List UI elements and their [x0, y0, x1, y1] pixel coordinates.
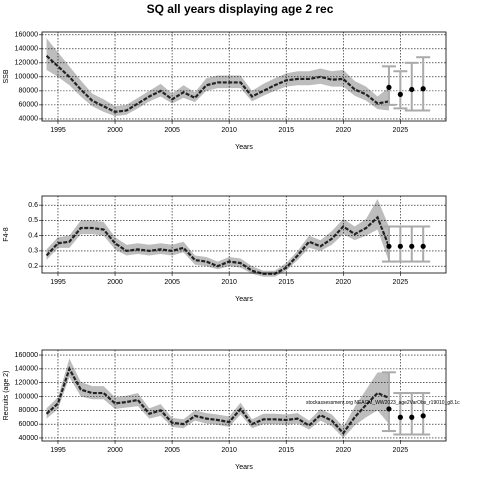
y-tick-label: 60000: [19, 421, 39, 428]
projection-point: [386, 406, 392, 412]
projection-point: [409, 414, 415, 420]
x-tick-label: 2005: [164, 127, 180, 134]
confidence-band: [46, 358, 389, 438]
projection-point: [386, 243, 392, 249]
estimate-line: [45, 215, 390, 275]
chart-title: SQ all years displaying age 2 rec: [147, 2, 334, 16]
plot-frame: [41, 349, 447, 442]
x-axis-label: Years: [235, 296, 253, 303]
x-tick-label: 2010: [221, 279, 237, 286]
x-tick-label: 2025: [393, 127, 409, 134]
projection-point: [397, 91, 403, 97]
x-tick-label: 1995: [50, 447, 66, 454]
y-tick-label: 0.4: [28, 232, 38, 239]
x-tick-label: 2005: [164, 447, 180, 454]
error-bar: [381, 371, 396, 433]
y-tick-label: 100000: [15, 393, 38, 400]
y-tick-label: 0.2: [28, 263, 38, 270]
y-tick-label: 140000: [15, 46, 38, 53]
x-axis-label: Years: [235, 144, 253, 151]
y-tick-label: 80000: [19, 407, 39, 414]
x-tick-label: 2015: [278, 447, 294, 454]
x-tick-label: 2000: [107, 447, 123, 454]
x-tick-label: 1995: [50, 127, 66, 134]
projection-point: [397, 243, 403, 249]
projection-point: [420, 243, 426, 249]
y-axis-label: F4-8: [3, 227, 10, 242]
x-tick-label: 2020: [335, 279, 351, 286]
estimate-line: [45, 366, 390, 435]
y-tick-label: 0.5: [28, 217, 38, 224]
x-tick-label: 2000: [107, 127, 123, 134]
x-tick-label: 2025: [393, 447, 409, 454]
y-axis-label: Recruits (age 2): [3, 371, 10, 421]
x-tick-label: 2015: [278, 279, 294, 286]
y-tick-label: 80000: [19, 88, 39, 95]
error-bar: [416, 56, 431, 112]
x-tick-label: 2000: [107, 279, 123, 286]
projection-point: [420, 86, 426, 92]
projection-point: [409, 86, 415, 93]
x-tick-label: 1995: [50, 279, 66, 286]
error-bar: [393, 70, 408, 110]
panel: 0.2 0.3 0.4 0.5 0.6 1995 2000 2005 2010 2015 2020 2…: [3, 195, 447, 303]
projection-point: [386, 84, 392, 90]
confidence-band: [46, 38, 389, 117]
error-bar: [404, 61, 419, 112]
y-tick-label: 160000: [15, 352, 38, 359]
y-axis-label: SSB: [3, 69, 10, 83]
y-tick-label: 100000: [15, 74, 38, 81]
confidence-band: [46, 199, 389, 277]
annotation: stockassessment.org NEACM_WW2023_age2Var…: [306, 400, 460, 406]
x-tick-label: 2025: [393, 279, 409, 286]
y-tick-label: 40000: [19, 116, 39, 123]
projection-point: [409, 243, 415, 249]
y-tick-label: 60000: [19, 102, 39, 109]
y-tick-label: 160000: [15, 32, 38, 39]
x-axis-label: Years: [235, 464, 253, 471]
y-tick-label: 140000: [15, 366, 38, 373]
y-tick-label: 0.3: [28, 248, 38, 255]
y-tick-label: 120000: [15, 60, 38, 67]
y-tick-label: 0.6: [28, 202, 38, 209]
projection-point: [397, 414, 403, 420]
panel: 40000 60000 80000 100000 120000 140000 160000 1…: [3, 349, 460, 471]
panel: SQ all years displaying age 2 rec 40000 60…: [3, 2, 447, 151]
plot-frame: [41, 195, 447, 274]
x-tick-label: 2010: [221, 127, 237, 134]
x-tick-label: 2020: [335, 127, 351, 134]
plot-frame: [41, 31, 447, 122]
x-tick-label: 2015: [278, 127, 294, 134]
x-tick-label: 2005: [164, 279, 180, 286]
estimate-line: [45, 55, 390, 114]
y-tick-label: 120000: [15, 380, 38, 387]
projection-point: [420, 413, 426, 419]
x-tick-label: 2020: [335, 447, 351, 454]
x-tick-label: 2010: [221, 447, 237, 454]
y-tick-label: 40000: [19, 435, 39, 442]
